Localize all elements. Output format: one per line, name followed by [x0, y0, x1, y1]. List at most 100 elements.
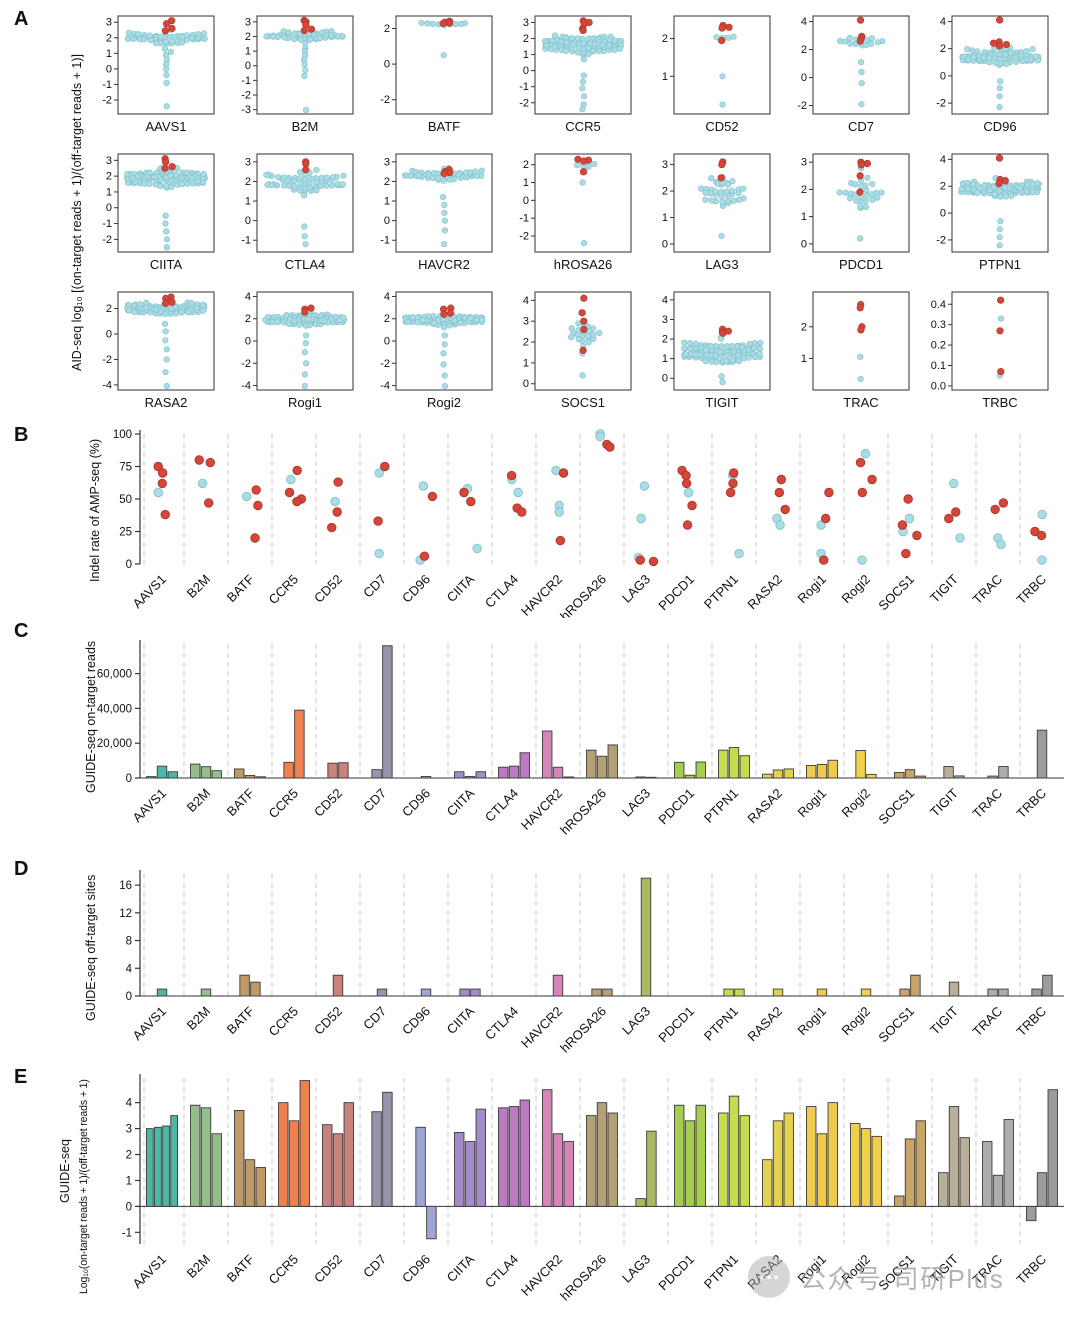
- svg-text:-1: -1: [519, 81, 529, 93]
- svg-text:0: 0: [126, 1201, 132, 1213]
- svg-text:3: 3: [106, 17, 112, 29]
- svg-text:0: 0: [940, 70, 946, 82]
- svg-text:CTLA4: CTLA4: [482, 1252, 521, 1291]
- svg-text:3: 3: [106, 155, 112, 167]
- svg-text:AAVS1: AAVS1: [130, 572, 170, 612]
- svg-text:-2: -2: [519, 97, 529, 109]
- svg-text:0.4: 0.4: [931, 299, 946, 311]
- svg-text:0: 0: [940, 208, 946, 220]
- svg-text:CCR5: CCR5: [265, 1252, 301, 1288]
- svg-text:-2: -2: [519, 230, 529, 242]
- beeswarm-PTPN1: 4 2 0 -2 PTPN1: [936, 153, 1049, 272]
- svg-text:0: 0: [801, 72, 807, 84]
- svg-text:CTLA4: CTLA4: [482, 1004, 521, 1043]
- panel-c-label: C: [14, 620, 29, 642]
- svg-text:-4: -4: [241, 380, 251, 392]
- svg-text:2: 2: [662, 334, 668, 346]
- svg-text:LAG3: LAG3: [619, 1252, 653, 1286]
- svg-text:0: 0: [126, 773, 132, 785]
- svg-text:2: 2: [662, 186, 668, 198]
- svg-text:0: 0: [662, 373, 668, 385]
- svg-text:1: 1: [801, 353, 807, 365]
- beeswarm-Rogi1: 4 2 0 -2 -4 Rogi1: [241, 291, 354, 410]
- watermark-logo-icon: ⋯: [748, 1256, 790, 1298]
- svg-text:0: 0: [106, 202, 112, 214]
- svg-text:3: 3: [801, 157, 807, 169]
- svg-text:PDCD1: PDCD1: [655, 572, 697, 614]
- svg-text:PTPN1: PTPN1: [979, 257, 1021, 272]
- svg-text:-2: -2: [380, 94, 390, 106]
- svg-text:4: 4: [245, 291, 251, 303]
- svg-text:PDCD1: PDCD1: [839, 257, 883, 272]
- svg-text:0: 0: [384, 59, 390, 71]
- panel-a-label: A: [14, 8, 29, 30]
- svg-text:-2: -2: [797, 100, 807, 112]
- beeswarm-BATF: 2 0 -2 BATF: [380, 15, 493, 134]
- svg-text:-2: -2: [936, 234, 946, 246]
- svg-text:TRAC: TRAC: [969, 572, 1005, 608]
- svg-text:-2: -2: [241, 89, 251, 101]
- svg-text:Rogi1: Rogi1: [794, 572, 829, 607]
- svg-text:0: 0: [245, 215, 251, 227]
- beeswarm-CTLA4: 3 2 1 0 -1 CTLA4: [241, 153, 354, 272]
- svg-text:-1: -1: [102, 79, 112, 91]
- svg-text:3: 3: [662, 159, 668, 171]
- svg-text:RASA2: RASA2: [744, 1004, 785, 1045]
- svg-text:-2: -2: [102, 354, 112, 366]
- panel-c-barchart: 0 20,000 40,000 60,000 AAVS1 B2M BATF CCR5 CD52 C…: [97, 640, 1064, 838]
- beeswarm-TRBC: 0.4 0.3 0.2 0.1 0.0 TRBC: [931, 291, 1049, 410]
- svg-text:CD52: CD52: [705, 119, 738, 134]
- svg-text:0: 0: [523, 378, 529, 390]
- svg-text:2: 2: [245, 313, 251, 325]
- svg-text:CD96: CD96: [399, 1004, 433, 1038]
- svg-text:PDCD1: PDCD1: [655, 1252, 697, 1294]
- svg-text:PTPN1: PTPN1: [701, 1004, 741, 1044]
- svg-text:-1: -1: [241, 235, 251, 247]
- beeswarm-AAVS1: 3 2 1 0 -1 -2 AAVS1: [102, 15, 215, 134]
- svg-text:PTPN1: PTPN1: [701, 786, 741, 826]
- svg-text:0: 0: [106, 63, 112, 75]
- svg-text:1: 1: [662, 71, 668, 83]
- svg-text:1: 1: [245, 196, 251, 208]
- svg-text:0.0: 0.0: [931, 380, 946, 392]
- beeswarm-LAG3: 3 2 1 0 LAG3: [662, 153, 771, 272]
- svg-text:1: 1: [106, 48, 112, 60]
- svg-text:1: 1: [523, 49, 529, 61]
- svg-text:2: 2: [940, 43, 946, 55]
- svg-text:2: 2: [940, 181, 946, 193]
- svg-text:1: 1: [662, 353, 668, 365]
- svg-text:LAG3: LAG3: [619, 786, 653, 820]
- beeswarm-CD52: 2 1 CD52: [662, 15, 771, 134]
- svg-text:CD96: CD96: [983, 119, 1016, 134]
- svg-text:2: 2: [384, 176, 390, 188]
- svg-text:4: 4: [940, 16, 946, 28]
- svg-text:hROSA26: hROSA26: [557, 1004, 609, 1056]
- svg-text:1: 1: [801, 211, 807, 223]
- svg-text:-4: -4: [380, 380, 390, 392]
- beeswarm-hROSA26: 2 1 0 -1 -2 hROSA26: [519, 153, 632, 272]
- svg-text:TRAC: TRAC: [843, 395, 878, 410]
- watermark-text: 公众号·司研Plus: [800, 1263, 1005, 1294]
- panel-b-dotplot: 0 25 50 75 100 AAVS1 B2M BATF CCR5 CD52 CD7 CD96 CII…: [113, 429, 1049, 618]
- svg-text:2: 2: [106, 32, 112, 44]
- svg-text:PTPN1: PTPN1: [701, 572, 741, 612]
- svg-text:CTLA4: CTLA4: [482, 572, 521, 611]
- svg-text:-2: -2: [936, 98, 946, 110]
- svg-text:SOCS1: SOCS1: [875, 1004, 917, 1046]
- svg-text:TIGIT: TIGIT: [927, 1003, 961, 1037]
- svg-text:0: 0: [523, 65, 529, 77]
- svg-text:8: 8: [126, 936, 132, 948]
- svg-text:25: 25: [119, 527, 132, 539]
- svg-text:2: 2: [106, 171, 112, 183]
- beeswarm-CD96: 4 2 0 -2 CD96: [936, 15, 1049, 134]
- svg-text:CIITA: CIITA: [444, 1251, 478, 1285]
- svg-text:CD52: CD52: [311, 786, 345, 820]
- svg-text:0: 0: [662, 239, 668, 251]
- svg-text:CD96: CD96: [399, 786, 433, 820]
- beeswarm-B2M: 3 2 1 0 -1 -2 -3 B2M: [241, 15, 354, 134]
- svg-text:2: 2: [801, 184, 807, 196]
- beeswarm-HAVCR2: 3 2 1 0 -1 HAVCR2: [380, 153, 493, 272]
- svg-text:TRAC: TRAC: [969, 1004, 1005, 1040]
- svg-text:0: 0: [523, 195, 529, 207]
- svg-text:2: 2: [523, 337, 529, 349]
